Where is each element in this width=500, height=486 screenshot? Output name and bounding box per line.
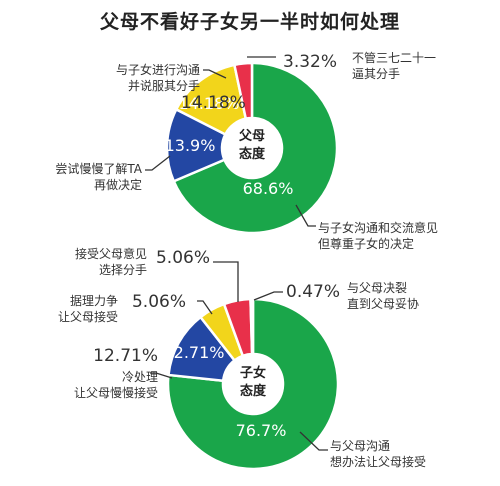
data-label: 5.06%	[156, 248, 210, 268]
data-label: 12.71%	[163, 343, 224, 362]
donut-slice	[232, 61, 254, 121]
data-label: 3.32%	[283, 52, 337, 72]
leader-line	[253, 291, 283, 301]
slice-label: 接受父母意见	[75, 246, 147, 261]
data-label: 14.18%	[181, 93, 246, 113]
slice-label: 与父母决裂	[347, 281, 407, 295]
leader-line	[203, 69, 227, 79]
data-label: 68.6%	[243, 179, 294, 198]
leader-line	[299, 431, 328, 451]
slice-label: 想办法让父母接受	[330, 454, 426, 469]
data-label: 12.71%	[93, 346, 158, 366]
center-label: 态度	[239, 146, 266, 162]
data-label: 13.9%	[165, 136, 216, 155]
slice-label: 不管三七二十一	[352, 50, 436, 65]
data-label: 5.06%	[132, 292, 186, 312]
slice-label: 选择分手	[99, 263, 147, 277]
center-label: 父母	[238, 129, 265, 144]
slice-label: 据理力争	[70, 294, 118, 308]
slice-label: 冷处理	[122, 370, 158, 384]
data-label: 76.7%	[236, 421, 287, 440]
data-label: 0.47%	[286, 282, 340, 302]
slice-label: 与子女进行沟通	[116, 62, 200, 77]
slice-label: 让父母慢慢接受	[74, 385, 158, 400]
donut-slice	[249, 297, 255, 356]
slice-label: 逼其分手	[352, 67, 400, 81]
slice-label: 直到父母妥协	[347, 296, 419, 311]
leader-line	[145, 155, 171, 171]
center-label: 子女	[240, 365, 266, 381]
slice-label: 但尊重子女的决定	[318, 236, 414, 251]
slice-label: 让父母接受	[58, 309, 118, 324]
donut-slice	[166, 297, 340, 471]
leader-line	[197, 300, 213, 315]
data-label: 14.18%	[178, 94, 239, 113]
chart-title: 父母不看好子女另一半时如何处理	[99, 11, 400, 33]
slice-label: 尝试慢慢了解TA	[55, 161, 142, 176]
donut-slice	[172, 61, 339, 235]
slice-label: 与子女沟通和交流意见	[318, 220, 438, 235]
slice-label: 并说服其分手	[128, 78, 200, 93]
leader-line	[295, 204, 316, 227]
leader-line	[150, 372, 173, 379]
slice-label: 与父母沟通	[330, 439, 390, 453]
center-label: 态度	[240, 383, 267, 399]
slice-label: 再做决定	[94, 177, 142, 192]
leader-line	[213, 261, 239, 302]
